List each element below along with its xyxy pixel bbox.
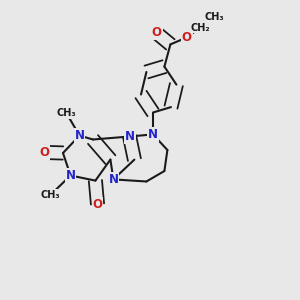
Text: O: O bbox=[39, 146, 50, 159]
Text: N: N bbox=[74, 129, 85, 142]
Text: N: N bbox=[65, 169, 76, 182]
Text: CH₃: CH₃ bbox=[40, 190, 60, 200]
Text: N: N bbox=[108, 173, 118, 186]
Text: O: O bbox=[182, 31, 192, 44]
Text: O: O bbox=[92, 197, 103, 211]
Text: CH₃: CH₃ bbox=[205, 12, 224, 22]
Text: N: N bbox=[124, 130, 135, 143]
Text: CH₃: CH₃ bbox=[57, 108, 76, 118]
Text: O: O bbox=[152, 26, 162, 40]
Text: N: N bbox=[148, 128, 158, 141]
Text: CH₂: CH₂ bbox=[190, 22, 210, 33]
